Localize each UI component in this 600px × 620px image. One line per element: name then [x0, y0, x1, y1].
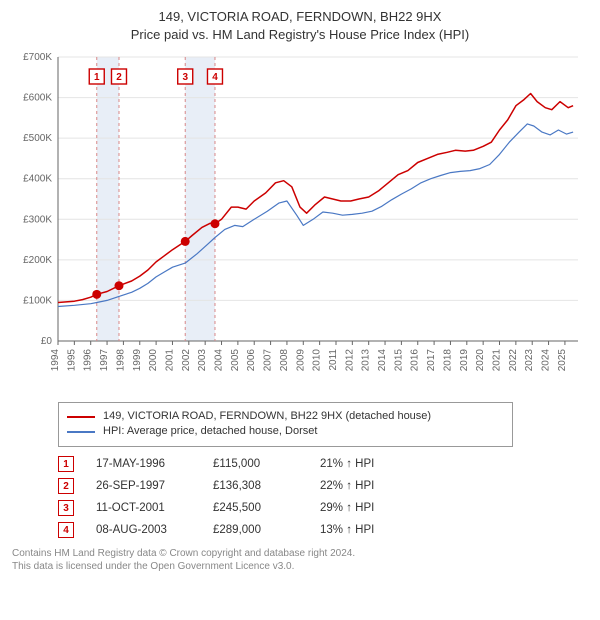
legend-label-hpi: HPI: Average price, detached house, Dors… [103, 424, 317, 439]
svg-text:2: 2 [116, 72, 122, 83]
tx-diff: 29% ↑ HPI [320, 502, 410, 514]
svg-text:2014: 2014 [377, 349, 388, 372]
svg-text:2021: 2021 [492, 349, 503, 372]
svg-text:2012: 2012 [344, 349, 355, 372]
tx-diff: 22% ↑ HPI [320, 480, 410, 492]
svg-text:2013: 2013 [361, 349, 372, 372]
tx-price: £289,000 [213, 524, 298, 536]
svg-text:£300K: £300K [23, 214, 52, 225]
svg-text:1998: 1998 [115, 349, 126, 372]
svg-text:2008: 2008 [279, 349, 290, 372]
svg-text:2005: 2005 [230, 349, 241, 372]
page: 149, VICTORIA ROAD, FERNDOWN, BH22 9HX P… [0, 0, 600, 620]
legend-row-property: 149, VICTORIA ROAD, FERNDOWN, BH22 9HX (… [67, 409, 504, 424]
svg-text:£100K: £100K [23, 296, 52, 307]
svg-text:2022: 2022 [508, 349, 519, 372]
svg-text:£400K: £400K [23, 174, 52, 185]
legend: 149, VICTORIA ROAD, FERNDOWN, BH22 9HX (… [58, 402, 513, 447]
footer: Contains HM Land Registry data © Crown c… [12, 547, 588, 573]
tx-date: 17-MAY-1996 [96, 458, 191, 470]
footer-line1: Contains HM Land Registry data © Crown c… [12, 547, 588, 560]
legend-swatch-property [67, 416, 95, 418]
svg-text:1999: 1999 [132, 349, 143, 372]
svg-text:1: 1 [94, 72, 100, 83]
svg-text:2009: 2009 [295, 349, 306, 372]
title-address: 149, VICTORIA ROAD, FERNDOWN, BH22 9HX [12, 8, 588, 26]
tx-badge: 3 [58, 500, 74, 516]
title-subtitle: Price paid vs. HM Land Registry's House … [12, 26, 588, 44]
svg-text:1997: 1997 [99, 349, 110, 372]
svg-text:£500K: £500K [23, 133, 52, 144]
svg-text:2003: 2003 [197, 349, 208, 372]
svg-text:2004: 2004 [214, 349, 225, 372]
tx-diff: 21% ↑ HPI [320, 458, 410, 470]
svg-text:2007: 2007 [263, 349, 274, 372]
svg-text:£600K: £600K [23, 93, 52, 104]
svg-text:2010: 2010 [312, 349, 323, 372]
tx-date: 11-OCT-2001 [96, 502, 191, 514]
tx-date: 08-AUG-2003 [96, 524, 191, 536]
tx-price: £115,000 [213, 458, 298, 470]
svg-text:2017: 2017 [426, 349, 437, 372]
tx-price: £136,308 [213, 480, 298, 492]
svg-text:3: 3 [182, 72, 188, 83]
tx-badge: 1 [58, 456, 74, 472]
svg-text:2025: 2025 [557, 349, 568, 372]
svg-text:1996: 1996 [83, 349, 94, 372]
transaction-row: 2 26-SEP-1997 £136,308 22% ↑ HPI [58, 475, 588, 497]
price-chart: £0 £100K £200K £300K £400K £500K £600K £700K 199… [12, 49, 588, 394]
tx-date: 26-SEP-1997 [96, 480, 191, 492]
svg-text:2016: 2016 [410, 349, 421, 372]
transaction-row: 1 17-MAY-1996 £115,000 21% ↑ HPI [58, 453, 588, 475]
tx-diff: 13% ↑ HPI [320, 524, 410, 536]
tx-price: £245,500 [213, 502, 298, 514]
svg-text:£700K: £700K [23, 52, 52, 63]
svg-text:4: 4 [212, 72, 218, 83]
transaction-row: 4 08-AUG-2003 £289,000 13% ↑ HPI [58, 519, 588, 541]
transaction-row: 3 11-OCT-2001 £245,500 29% ↑ HPI [58, 497, 588, 519]
tx-badge: 2 [58, 478, 74, 494]
svg-text:2020: 2020 [475, 349, 486, 372]
svg-text:2023: 2023 [524, 349, 535, 372]
title-block: 149, VICTORIA ROAD, FERNDOWN, BH22 9HX P… [12, 8, 588, 43]
legend-swatch-hpi [67, 431, 95, 433]
svg-text:2024: 2024 [541, 349, 552, 372]
legend-row-hpi: HPI: Average price, detached house, Dors… [67, 424, 504, 439]
chart-svg: £0 £100K £200K £300K £400K £500K £600K £700K 199… [12, 49, 588, 394]
svg-text:1995: 1995 [66, 349, 77, 372]
svg-text:2015: 2015 [393, 349, 404, 372]
svg-text:2006: 2006 [246, 349, 257, 372]
svg-text:2001: 2001 [164, 349, 175, 372]
svg-text:£200K: £200K [23, 255, 52, 266]
footer-line2: This data is licensed under the Open Gov… [12, 560, 588, 573]
svg-text:£0: £0 [41, 336, 53, 347]
svg-text:2018: 2018 [442, 349, 453, 372]
svg-text:2019: 2019 [459, 349, 470, 372]
legend-label-property: 149, VICTORIA ROAD, FERNDOWN, BH22 9HX (… [103, 409, 431, 424]
svg-text:2000: 2000 [148, 349, 159, 372]
tx-badge: 4 [58, 522, 74, 538]
transactions-table: 1 17-MAY-1996 £115,000 21% ↑ HPI 2 26-SEP-199… [58, 453, 588, 541]
svg-text:2002: 2002 [181, 349, 192, 372]
svg-text:1994: 1994 [50, 349, 61, 372]
svg-text:2011: 2011 [328, 349, 339, 371]
